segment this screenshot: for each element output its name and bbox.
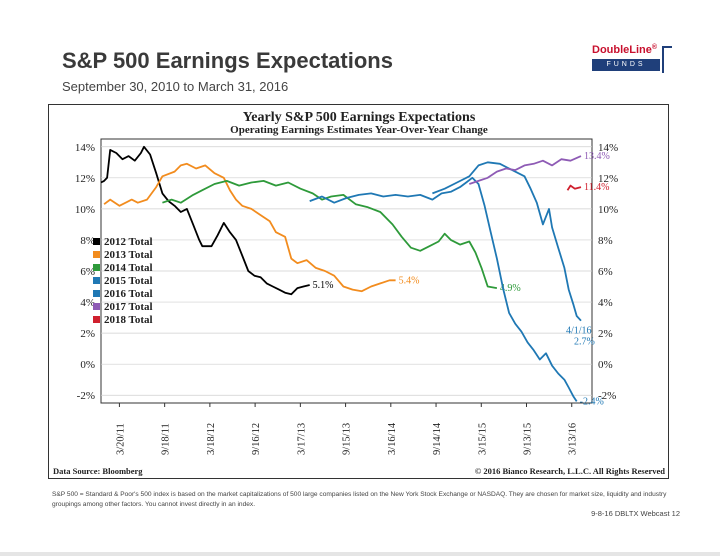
y-tick-label-left: 10% bbox=[75, 204, 95, 216]
legend-label: 2017 Total bbox=[104, 301, 153, 313]
legend-label: 2016 Total bbox=[104, 288, 153, 300]
series-line-2016-total bbox=[432, 161, 582, 322]
x-tick-label: 9/14/14 bbox=[432, 422, 443, 455]
legend-label: 2014 Total bbox=[104, 262, 153, 274]
series-line-2014-total bbox=[162, 180, 498, 289]
y-tick-label-right: 2% bbox=[598, 328, 613, 340]
y-tick-label-right: 10% bbox=[598, 204, 618, 216]
end-label: 5.1% bbox=[313, 280, 334, 291]
earnings-chart: Yearly S&P 500 Earnings ExpectationsOper… bbox=[53, 110, 665, 476]
logo-corner-mark bbox=[662, 46, 672, 73]
x-tick-label: 9/13/15 bbox=[523, 423, 534, 455]
end-label: 13.4% bbox=[584, 151, 610, 162]
y-tick-label-right: -2% bbox=[598, 390, 616, 402]
chart-title: Yearly S&P 500 Earnings Expectations bbox=[243, 110, 476, 125]
bottom-divider bbox=[0, 552, 720, 556]
footnote: S&P 500 = Standard & Poor's 500 index is… bbox=[52, 491, 667, 508]
y-tick-label-left: 8% bbox=[80, 235, 95, 247]
slide-title: S&P 500 Earnings Expectations bbox=[62, 48, 393, 73]
legend-swatch bbox=[93, 303, 100, 310]
end-label-value: 2.7% bbox=[574, 337, 595, 348]
series-line-2013-total bbox=[103, 162, 396, 293]
y-tick-label-left: 6% bbox=[80, 266, 95, 278]
legend-swatch bbox=[93, 290, 100, 297]
x-tick-label: 3/18/12 bbox=[206, 423, 217, 455]
legend-label: 2012 Total bbox=[104, 236, 153, 248]
y-tick-label-left: 14% bbox=[75, 142, 95, 154]
x-tick-label: 3/13/16 bbox=[568, 423, 579, 455]
logo-funds-bar: FUNDS bbox=[592, 59, 660, 71]
legend-swatch bbox=[93, 264, 100, 271]
legend-swatch bbox=[93, 251, 100, 258]
end-label: 5.4% bbox=[399, 275, 420, 286]
legend-swatch bbox=[93, 238, 100, 245]
y-tick-label-right: 8% bbox=[598, 235, 613, 247]
end-label: 4.9% bbox=[500, 283, 521, 294]
x-tick-label: 3/15/15 bbox=[477, 423, 488, 455]
end-label: 11.4% bbox=[584, 182, 609, 193]
x-tick-label: 3/16/14 bbox=[387, 422, 398, 455]
series-line-2012-total bbox=[100, 145, 310, 296]
legend-label: 2018 Total bbox=[104, 314, 153, 326]
y-tick-label-right: 6% bbox=[598, 266, 613, 278]
legend-swatch bbox=[93, 277, 100, 284]
x-tick-label: 3/17/13 bbox=[296, 423, 307, 455]
series-line-2018-total bbox=[566, 184, 582, 191]
y-tick-label-right: 12% bbox=[598, 173, 618, 185]
series-line-2017-total bbox=[469, 155, 582, 185]
y-tick-label-left: 12% bbox=[75, 173, 95, 185]
y-tick-label-left: 4% bbox=[80, 297, 95, 309]
legend-label: 2015 Total bbox=[104, 275, 153, 287]
y-tick-label-left: 0% bbox=[80, 359, 95, 371]
end-label: -2.4% bbox=[580, 396, 604, 407]
legend-label: 2013 Total bbox=[104, 249, 153, 261]
legend-swatch bbox=[93, 316, 100, 323]
y-tick-label-right: 4% bbox=[598, 297, 613, 309]
end-label-date: 4/1/16 bbox=[566, 326, 592, 337]
footer-id: 9-8-16 DBLTX Webcast 12 bbox=[591, 509, 680, 518]
x-tick-label: 9/18/11 bbox=[161, 423, 172, 455]
series-line-2015-total bbox=[309, 176, 578, 402]
y-tick-label-left: 2% bbox=[80, 328, 95, 340]
chart-frame: Yearly S&P 500 Earnings Expectations Oper… bbox=[48, 104, 669, 479]
y-tick-label-right: 0% bbox=[598, 359, 613, 371]
logo-wordmark: DoubleLine® bbox=[592, 44, 658, 56]
x-tick-label: 9/16/12 bbox=[251, 423, 262, 455]
x-tick-label: 9/15/13 bbox=[342, 423, 353, 455]
chart-source: Data Source: Bloomberg bbox=[53, 466, 143, 476]
y-tick-label-left: -2% bbox=[77, 390, 95, 402]
y-tick-label-right: 14% bbox=[598, 142, 618, 154]
chart-subtitle: Operating Earnings Estimates Year-Over-Y… bbox=[230, 124, 488, 136]
x-tick-label: 3/20/11 bbox=[115, 423, 126, 455]
doubleline-logo: DoubleLine® FUNDS bbox=[592, 44, 672, 74]
chart-copyright: © 2016 Bianco Research, L.L.C. All Right… bbox=[475, 466, 665, 476]
slide-subtitle: September 30, 2010 to March 31, 2016 bbox=[62, 79, 289, 94]
